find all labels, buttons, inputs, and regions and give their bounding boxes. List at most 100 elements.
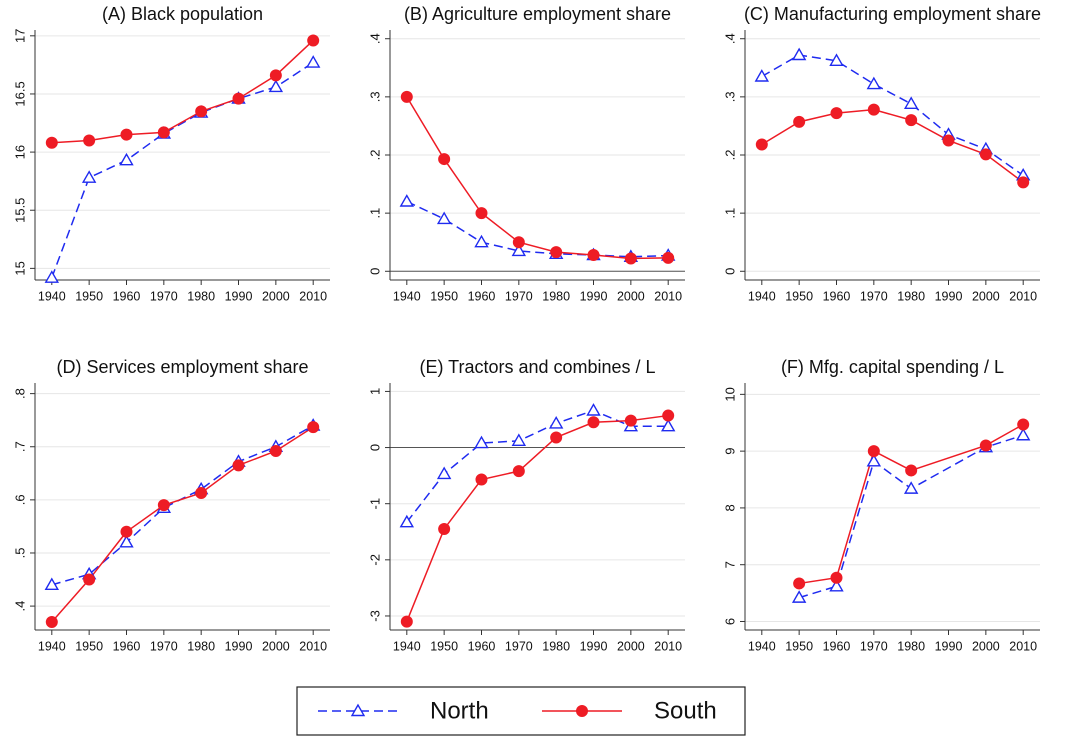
- x-tick-label: 1980: [897, 289, 925, 303]
- x-tick-label: 1950: [785, 289, 813, 303]
- south-marker: [512, 465, 525, 478]
- north-marker: [119, 152, 134, 166]
- south-marker: [120, 128, 133, 141]
- x-tick-label: 1960: [823, 639, 851, 653]
- x-tick-label: 1970: [860, 289, 888, 303]
- y-tick-label: 1: [367, 388, 382, 395]
- series-line: [406, 200, 669, 258]
- north-marker: [119, 534, 134, 548]
- legend: North South: [296, 686, 746, 736]
- panel-title: (B) Agriculture employment share: [404, 4, 671, 24]
- x-tick-label: 2000: [262, 639, 290, 653]
- x-tick-label: 1960: [113, 639, 141, 653]
- north-marker: [44, 577, 60, 591]
- series-line: [406, 96, 669, 260]
- south-marker: [232, 92, 245, 105]
- x-tick-label: 2000: [617, 289, 645, 303]
- south-marker: [400, 615, 413, 628]
- x-tick-label: 2010: [654, 639, 682, 653]
- panel: (E) Tractors and combines / L -3 -2 -1 0 1 194…: [367, 357, 685, 653]
- legend-box: [296, 686, 746, 736]
- series-line: [798, 434, 1024, 599]
- y-tick-label: 8: [722, 504, 737, 511]
- south-marker: [400, 90, 413, 103]
- x-tick-label: 1970: [505, 289, 533, 303]
- x-tick-label: 1990: [935, 289, 963, 303]
- y-tick-label: .4: [722, 33, 737, 44]
- south-marker: [867, 445, 880, 458]
- south-marker: [979, 148, 992, 161]
- north-marker: [586, 403, 601, 416]
- x-tick-label: 1990: [225, 639, 253, 653]
- north-marker: [829, 53, 844, 67]
- x-tick-label: 1950: [75, 289, 103, 303]
- x-tick-label: 1990: [580, 639, 608, 653]
- x-tick-label: 1950: [785, 639, 813, 653]
- north-marker: [511, 433, 527, 447]
- south-marker: [942, 134, 955, 147]
- panel-title: (F) Mfg. capital spending / L: [781, 357, 1004, 377]
- y-tick-label: 0: [367, 268, 382, 275]
- x-tick-label: 1990: [225, 289, 253, 303]
- y-tick-label: .6: [12, 494, 27, 505]
- x-tick-label: 1960: [113, 289, 141, 303]
- north-marker: [399, 514, 415, 528]
- north-marker: [866, 453, 882, 467]
- north-marker: [1015, 427, 1031, 441]
- x-tick-label: 1940: [748, 639, 776, 653]
- panel-title: (D) Services employment share: [56, 357, 308, 377]
- legend-label: South: [654, 697, 717, 724]
- south-marker: [624, 414, 637, 427]
- series-line: [51, 39, 314, 144]
- south-marker: [979, 439, 992, 452]
- north-marker: [474, 435, 489, 449]
- panel-title: (E) Tractors and combines / L: [419, 357, 655, 377]
- south-marker: [45, 136, 58, 149]
- x-tick-label: 1980: [542, 289, 570, 303]
- y-tick-label: .4: [12, 601, 27, 612]
- south-marker: [120, 525, 133, 538]
- north-marker: [548, 416, 564, 429]
- series-line: [51, 61, 314, 278]
- x-tick-label: 1960: [468, 289, 496, 303]
- south-marker: [905, 114, 918, 127]
- panel-title: (A) Black population: [102, 4, 263, 24]
- south-marker: [475, 207, 488, 220]
- north-marker: [44, 270, 60, 283]
- y-tick-label: 9: [722, 448, 737, 455]
- x-tick-label: 1940: [748, 289, 776, 303]
- x-tick-label: 2010: [1009, 639, 1037, 653]
- south-marker: [307, 421, 320, 434]
- panel: (B) Agriculture employment share 0 .1 .2 .3.…: [367, 4, 685, 303]
- y-tick-label: 6: [722, 618, 737, 625]
- x-tick-label: 1950: [430, 639, 458, 653]
- north-marker: [436, 211, 452, 225]
- y-tick-label: .2: [367, 150, 382, 161]
- x-tick-label: 1980: [187, 639, 215, 653]
- x-tick-label: 1950: [430, 289, 458, 303]
- x-tick-label: 1940: [38, 639, 66, 653]
- x-tick-label: 1980: [187, 289, 215, 303]
- south-marker: [830, 571, 843, 584]
- x-tick-label: 1970: [150, 639, 178, 653]
- south-marker: [269, 69, 282, 82]
- y-tick-label: .1: [722, 208, 737, 219]
- south-marker: [793, 115, 806, 128]
- south-marker: [438, 153, 451, 166]
- north-marker: [436, 466, 452, 480]
- south-marker: [307, 34, 320, 47]
- y-tick-label: .8: [12, 388, 27, 399]
- x-tick-label: 1980: [897, 639, 925, 653]
- south-marker: [512, 236, 525, 249]
- series-line: [799, 423, 1024, 585]
- x-tick-label: 1970: [860, 639, 888, 653]
- x-tick-label: 1990: [935, 639, 963, 653]
- series-line: [761, 108, 1024, 183]
- y-tick-label: 0: [722, 268, 737, 275]
- north-marker: [903, 481, 919, 494]
- north-marker: [660, 418, 676, 432]
- panel: (C) Manufacturing employment share 0 .1 .2.…: [722, 4, 1041, 304]
- x-tick-label: 2010: [299, 639, 327, 653]
- x-tick-label: 2000: [262, 289, 290, 303]
